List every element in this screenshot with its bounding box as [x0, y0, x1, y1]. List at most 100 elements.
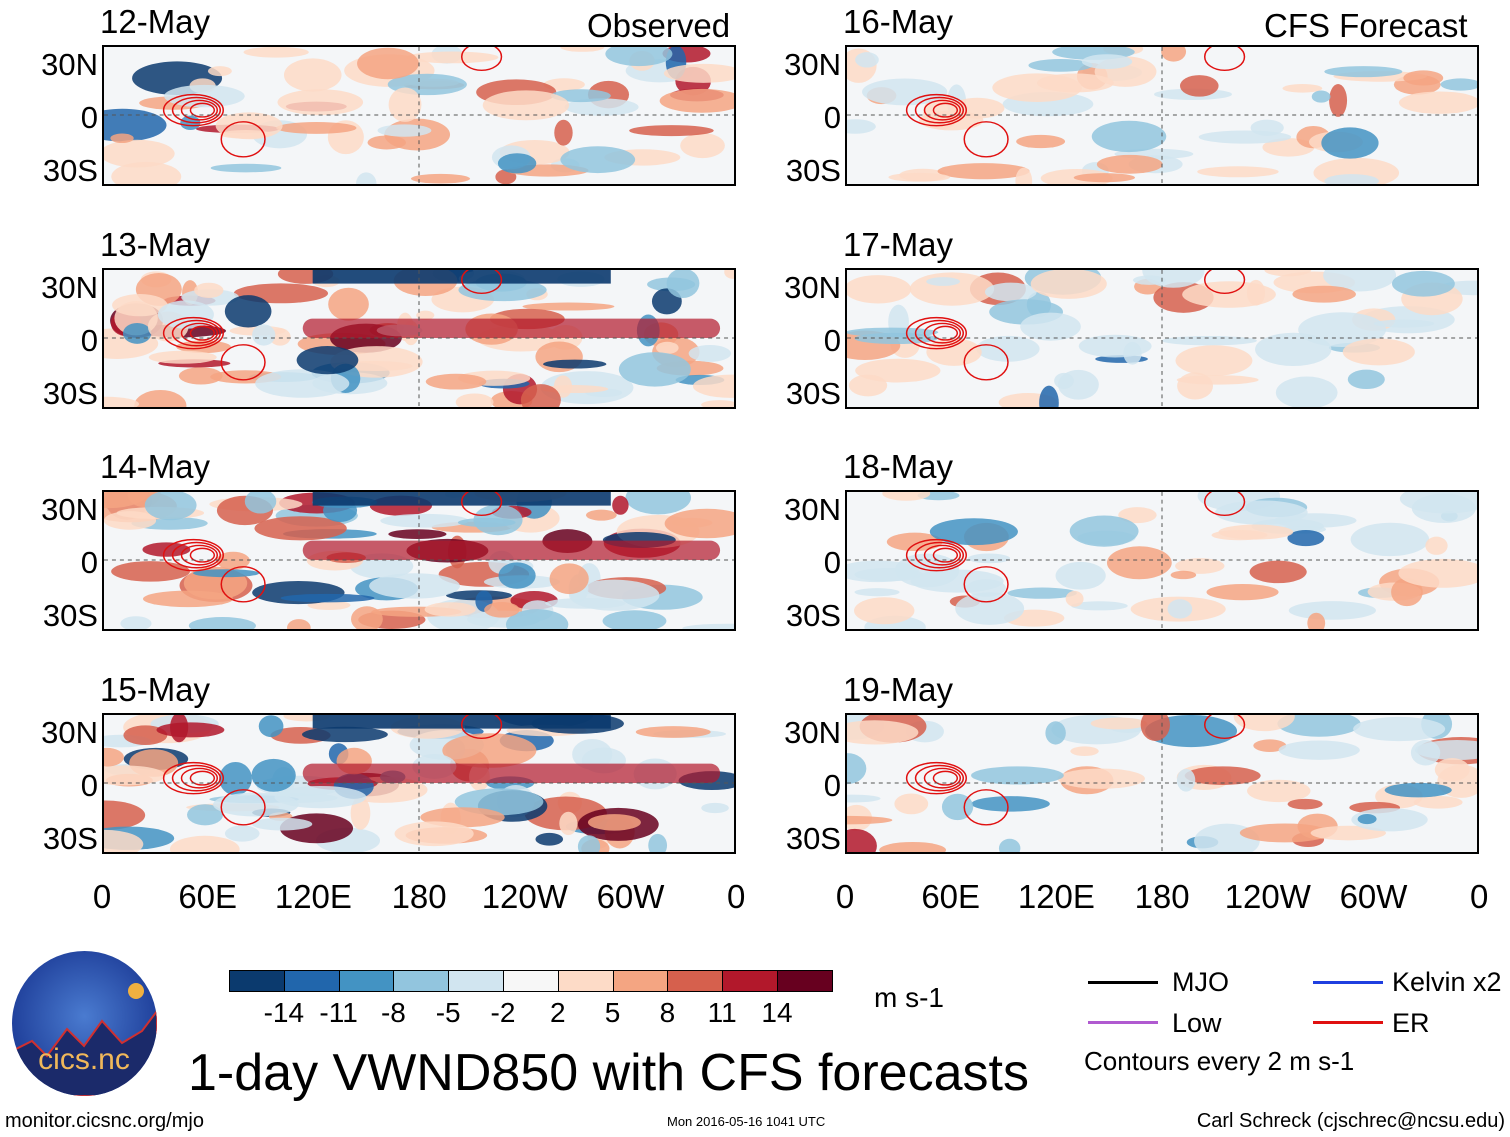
wind-anomaly-blob [458, 278, 547, 302]
colorbar-swatch [393, 970, 450, 992]
legend-mjo-line [1088, 981, 1158, 984]
lon-tick-label: 120E [274, 878, 352, 915]
wind-anomaly-blob [482, 90, 570, 121]
wind-anomaly-blob [648, 833, 668, 852]
wind-anomaly-blob [688, 345, 732, 362]
wind-anomaly-blob [910, 569, 1004, 593]
wind-anomaly-blob [1398, 91, 1477, 114]
wind-anomaly-blob [1282, 84, 1323, 93]
colorbar-label: 14 [761, 997, 793, 1028]
er-contour [914, 319, 965, 347]
wind-anomaly-blob [104, 747, 124, 767]
lon-tick-label: 60W [1339, 878, 1408, 915]
er-contour [171, 541, 222, 569]
wind-anomaly-blob [1233, 715, 1295, 732]
wind-anomaly-blob [602, 610, 667, 629]
er-contour [1203, 715, 1246, 740]
wind-anomaly-blob [104, 765, 166, 786]
wind-anomaly-blob [1391, 577, 1423, 607]
er-contour [189, 547, 216, 563]
wind-anomaly-blob [559, 811, 578, 836]
er-contour [189, 102, 216, 118]
wind-anomaly-blob [1323, 270, 1397, 292]
er-contour [180, 544, 219, 566]
footer-url[interactable]: monitor.cicsnc.org/mjo [5, 1110, 204, 1132]
wind-anomaly-blob [1118, 507, 1157, 524]
wind-anomaly-blob [1351, 808, 1428, 832]
wind-anomaly-blob [1329, 84, 1348, 117]
wind-anomaly-blob [1175, 345, 1253, 376]
panel-date: 16-May [843, 3, 954, 40]
wind-anomaly-blob [585, 509, 617, 521]
er-contour [923, 544, 962, 566]
wind-anomaly-blob [879, 841, 947, 852]
wind-anomaly-blob [882, 492, 931, 501]
lon-tick-label: 60E [178, 878, 238, 915]
wind-anomaly-blob [847, 815, 893, 825]
wind-anomaly-blob [1106, 546, 1172, 580]
er-contour [171, 764, 222, 792]
wind-anomaly-blob [862, 78, 948, 106]
wind-anomaly-blob [692, 374, 734, 398]
colorbar-swatch [777, 970, 833, 992]
colorbar-label: 11 [707, 997, 737, 1028]
wind-anomaly-blob [847, 828, 877, 852]
forecast-label: CFS Forecast [1264, 7, 1468, 44]
lon-tick-label: 0 [835, 878, 855, 915]
wind-anomaly-blob [1045, 721, 1066, 745]
wind-anomaly-blob [847, 275, 912, 304]
er-contour [180, 99, 219, 121]
wind-anomaly-blob [276, 122, 357, 134]
wind-anomaly-blob [520, 384, 561, 407]
wind-anomaly-blob [277, 89, 364, 116]
wind-anomaly-blob [1071, 601, 1128, 611]
wind-anomaly-blob [410, 173, 470, 184]
lon-tick-label: 60W [596, 878, 665, 915]
er-contour [1203, 270, 1246, 295]
colorbar-units: m s-1 [874, 982, 944, 1013]
wind-anomaly-blob [847, 753, 867, 785]
wind-anomaly-blob [187, 804, 224, 826]
wind-anomaly-blob [296, 346, 359, 375]
er-contour [932, 770, 959, 786]
er-contour [460, 47, 503, 72]
footer-timestamp: Mon 2016-05-16 1041 UTC [667, 1114, 826, 1129]
wind-anomaly-blob [1414, 740, 1477, 760]
wind-anomaly-blob [854, 588, 900, 597]
wind-anomaly-blob [1440, 78, 1477, 91]
wind-anomaly-blob [455, 393, 494, 407]
wind-anomaly-blob [252, 324, 276, 346]
er-contour [460, 270, 503, 295]
wind-anomaly-blob [1249, 560, 1307, 584]
wind-anomaly-blob [369, 573, 460, 599]
wind-anomaly-blob [1278, 740, 1360, 760]
wind-anomaly-blob [680, 133, 725, 159]
lon-tick-label: 0 [92, 878, 112, 915]
wind-anomaly-blob [1391, 270, 1455, 297]
wind-anomaly-blob [1321, 127, 1379, 159]
wind-anomaly-blob [357, 47, 419, 80]
lat-tick-label: 0 [823, 323, 841, 358]
wind-anomaly-blob [416, 310, 435, 321]
wind-anomaly-blob [377, 124, 432, 137]
lat-tick-label: 30N [784, 47, 841, 82]
wind-anomaly-blob [258, 715, 284, 738]
cics-logo: cics.nc [12, 951, 157, 1096]
wind-band [302, 763, 721, 784]
wind-anomaly-blob [1176, 375, 1259, 385]
wind-anomaly-blob [394, 821, 474, 847]
map-panel [102, 490, 736, 631]
lat-tick-label: 0 [823, 768, 841, 803]
lat-tick-label: 0 [80, 768, 98, 803]
colorbar-swatch [229, 970, 285, 992]
legend-low-line [1088, 1021, 1158, 1024]
wind-anomaly-blob [701, 802, 729, 814]
colorbar-label: -5 [435, 997, 461, 1028]
er-contour [162, 93, 224, 127]
colorbar-swatch [338, 970, 395, 992]
map-panel [845, 490, 1479, 631]
er-contour [189, 325, 216, 341]
wind-anomaly-blob [984, 282, 1037, 302]
wind-anomaly-blob [1413, 795, 1463, 809]
